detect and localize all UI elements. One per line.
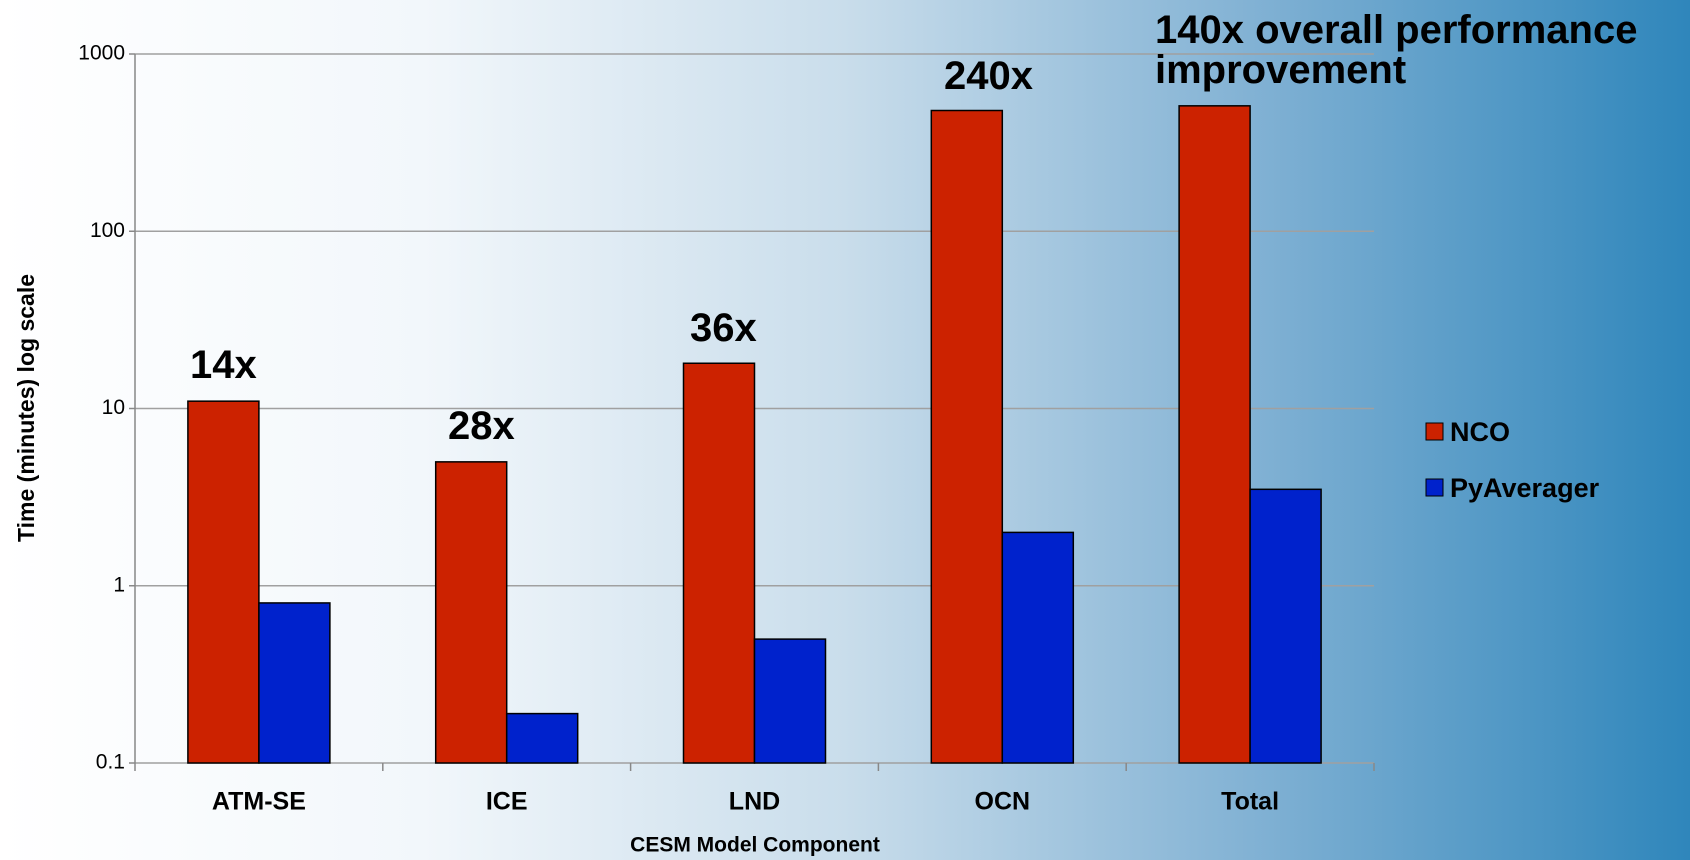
annotation: 240x <box>944 54 1033 98</box>
bar <box>1178 105 1251 764</box>
bar <box>187 400 260 764</box>
annotation: 140x overall performance improvement <box>1155 8 1638 92</box>
annotation: 28x <box>448 404 515 448</box>
bar <box>1001 531 1075 764</box>
bar <box>930 109 1004 764</box>
bar <box>505 712 579 764</box>
legend-label: NCO <box>1450 417 1510 447</box>
annotation: 14x <box>190 343 257 387</box>
y-tick-label: 0.1 <box>96 751 125 774</box>
x-tick-label: ICE <box>486 788 528 816</box>
x-tick-label: LND <box>729 788 780 816</box>
y-axis-title: Time (minutes) log scale <box>13 274 39 542</box>
legend-label: PyAverager <box>1450 473 1600 503</box>
x-tick-label: Total <box>1221 788 1279 816</box>
y-tick-label: 1000 <box>78 42 125 65</box>
bar <box>1249 488 1322 764</box>
annotation: 36x <box>690 306 757 350</box>
x-tick-label: ATM-SE <box>212 788 306 816</box>
y-tick-label: 100 <box>90 219 125 242</box>
legend-swatch <box>1425 422 1444 441</box>
bar <box>434 461 508 764</box>
y-tick-label: 10 <box>102 396 125 419</box>
x-tick-label: OCN <box>975 788 1031 816</box>
bar <box>258 602 331 764</box>
x-axis-title: CESM Model Component <box>630 834 880 857</box>
legend-swatch <box>1425 478 1444 497</box>
bar <box>682 362 756 764</box>
bar <box>753 638 827 764</box>
y-tick-label: 1 <box>113 573 125 596</box>
